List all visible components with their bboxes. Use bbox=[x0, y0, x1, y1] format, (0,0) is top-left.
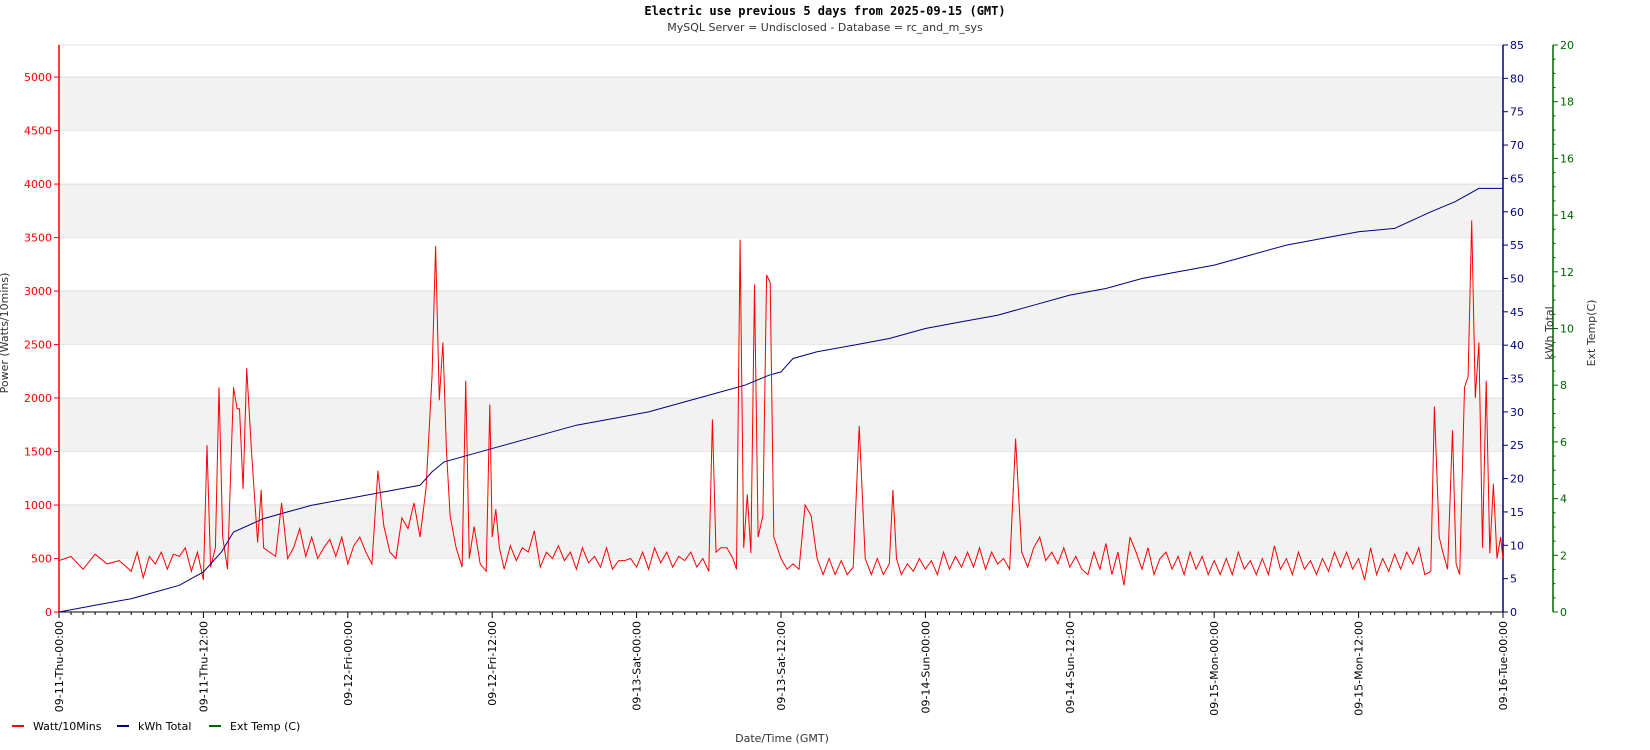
plot-bands bbox=[59, 44, 1503, 612]
legend-label-temp: Ext Temp (C) bbox=[230, 720, 300, 733]
x-tick-label: 09-15-Mon-00:00 bbox=[1208, 621, 1221, 716]
kwh-tick-label: 75 bbox=[1510, 106, 1524, 119]
kwh-tick-label: 60 bbox=[1510, 206, 1524, 219]
x-tick-label: 09-12-Fri-12:00 bbox=[486, 621, 499, 706]
x-axis: 09-11-Thu-00:00 09-11-Thu-12:00 09-12-Fri-… bbox=[53, 611, 1510, 716]
temp-tick-label: 14 bbox=[1560, 209, 1574, 222]
x-tick-label: 09-14-Sun-12:00 bbox=[1064, 621, 1077, 714]
kwh-tick-label: 55 bbox=[1510, 239, 1524, 252]
kwh-tick-label: 70 bbox=[1510, 139, 1524, 152]
temp-tick-label: 18 bbox=[1560, 96, 1574, 109]
legend-label-kwh: kWh Total bbox=[138, 720, 191, 733]
x-tick-label: 09-13-Sat-00:00 bbox=[631, 621, 644, 711]
grid-band bbox=[59, 184, 1503, 238]
left-tick-label: 0 bbox=[45, 606, 52, 619]
kwh-tick-label: 80 bbox=[1510, 72, 1524, 85]
left-tick-label: 2500 bbox=[24, 339, 52, 352]
kwh-tick-label: 45 bbox=[1510, 306, 1524, 319]
kwh-tick-label: 65 bbox=[1510, 172, 1524, 185]
left-tick-label: 1000 bbox=[24, 499, 52, 512]
chart-title: Electric use previous 5 days from 2025-0… bbox=[644, 4, 1005, 18]
temp-tick-label: 6 bbox=[1560, 436, 1567, 449]
temp-tick-label: 16 bbox=[1560, 152, 1574, 165]
left-tick-label: 500 bbox=[31, 553, 52, 566]
kwh-tick-label: 30 bbox=[1510, 406, 1524, 419]
y-axis-label-temp: Ext Temp(C) bbox=[1585, 300, 1598, 367]
x-axis-label: Date/Time (GMT) bbox=[735, 732, 829, 745]
x-tick-label: 09-13-Sat-12:00 bbox=[775, 621, 788, 711]
series-line-kwh bbox=[58, 187, 1503, 613]
kwh-tick-label: 25 bbox=[1510, 439, 1524, 452]
y-axis-label-kwh: kWh Total bbox=[1543, 306, 1556, 359]
temp-tick-label: 10 bbox=[1560, 323, 1574, 336]
temp-axis: 0 2 4 6 8 10 12 14 16 18 20 bbox=[1552, 39, 1574, 619]
series-lines bbox=[58, 187, 1504, 613]
temp-tick-label: 2 bbox=[1560, 549, 1567, 562]
kwh-tick-label: 85 bbox=[1510, 39, 1524, 52]
kwh-tick-label: 35 bbox=[1510, 373, 1524, 386]
temp-tick-label: 0 bbox=[1560, 606, 1567, 619]
x-tick-label: 09-11-Thu-00:00 bbox=[53, 621, 66, 712]
temp-tick-label: 20 bbox=[1560, 39, 1574, 52]
grid-band bbox=[59, 398, 1503, 452]
temp-tick-label: 4 bbox=[1560, 493, 1567, 506]
kwh-tick-label: 50 bbox=[1510, 272, 1524, 285]
x-tick-label: 09-11-Thu-12:00 bbox=[197, 621, 210, 712]
x-tick-label: 09-12-Fri-00:00 bbox=[342, 621, 355, 706]
grid-band bbox=[59, 291, 1503, 345]
kwh-tick-label: 40 bbox=[1510, 339, 1524, 352]
series-line-watt bbox=[58, 220, 1504, 586]
left-tick-label: 4500 bbox=[24, 125, 52, 138]
legend: Watt/10Mins kWh Total Ext Temp (C) bbox=[12, 720, 300, 733]
y-axis-label-left: Power (Watts/10mins) bbox=[0, 273, 11, 394]
temp-tick-label: 8 bbox=[1560, 379, 1567, 392]
left-tick-label: 5000 bbox=[24, 71, 52, 84]
chart-subtitle: MySQL Server = Undisclosed - Database = … bbox=[667, 21, 983, 34]
kwh-tick-label: 15 bbox=[1510, 506, 1524, 519]
legend-label-watt: Watt/10Mins bbox=[33, 720, 102, 733]
left-tick-label: 2000 bbox=[24, 392, 52, 405]
kwh-tick-label: 0 bbox=[1510, 606, 1517, 619]
left-tick-label: 3500 bbox=[24, 232, 52, 245]
kwh-axis: 0 5 10 15 20 25 30 35 40 45 50 55 60 65 70 75 80 85 bbox=[1502, 39, 1524, 619]
x-tick-label: 09-16-Tue-00:00 bbox=[1497, 621, 1510, 710]
temp-tick-label: 12 bbox=[1560, 266, 1574, 279]
kwh-tick-label: 5 bbox=[1510, 573, 1517, 586]
kwh-tick-label: 20 bbox=[1510, 473, 1524, 486]
left-axis: 0 500 1000 1500 2000 2500 3000 3500 4000 4500 5000 bbox=[24, 45, 60, 619]
left-tick-label: 4000 bbox=[24, 178, 52, 191]
left-tick-label: 1500 bbox=[24, 446, 52, 459]
left-tick-label: 3000 bbox=[24, 285, 52, 298]
grid-band bbox=[59, 505, 1503, 559]
kwh-tick-label: 10 bbox=[1510, 539, 1524, 552]
x-tick-label: 09-14-Sun-00:00 bbox=[919, 621, 932, 714]
x-tick-label: 09-15-Mon-12:00 bbox=[1353, 621, 1366, 716]
grid-band bbox=[59, 77, 1503, 131]
